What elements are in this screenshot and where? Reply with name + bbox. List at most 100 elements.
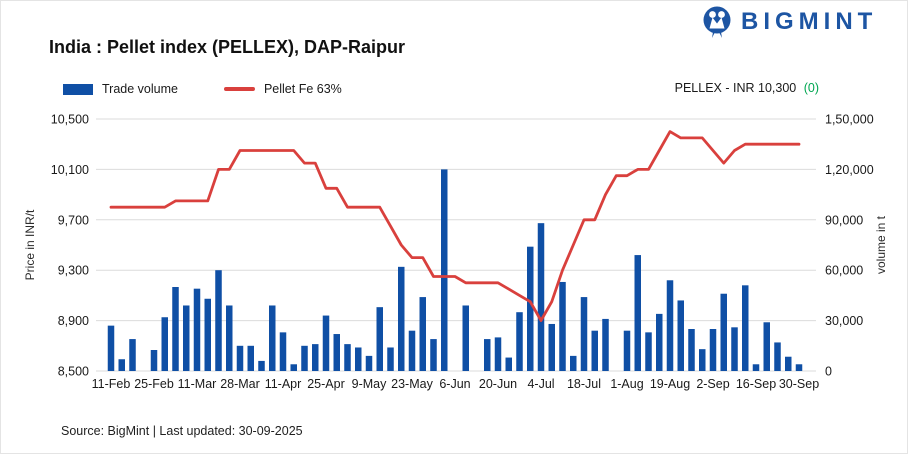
volume-bar bbox=[527, 246, 534, 371]
volume-bar bbox=[494, 337, 502, 371]
volume-bar bbox=[795, 364, 803, 371]
volume-bar bbox=[312, 344, 319, 371]
trade-volume-legend-swatch bbox=[63, 83, 93, 95]
volume-bar bbox=[193, 288, 201, 371]
volume-bar bbox=[301, 345, 308, 371]
legend: Trade volume Pellet Fe 63% bbox=[63, 82, 342, 96]
volume-bar bbox=[570, 355, 577, 371]
right-axis-tick: 30,000 bbox=[825, 314, 863, 328]
brand: BIGMINT bbox=[702, 5, 877, 39]
ticker-change-value: (0) bbox=[803, 81, 819, 95]
x-axis-tick: 16-Sep bbox=[736, 377, 776, 391]
volume-bar bbox=[763, 322, 770, 371]
x-axis-tick: 9-May bbox=[352, 377, 387, 391]
volume-bar bbox=[677, 300, 684, 371]
volume-bar bbox=[408, 330, 416, 371]
page-title: India : Pellet index (PELLEX), DAP-Raipu… bbox=[49, 37, 406, 57]
right-axis-tick: 0 bbox=[825, 365, 832, 379]
volume-bar bbox=[580, 297, 588, 371]
left-axis-tick: 8,500 bbox=[58, 365, 89, 379]
source-note: Source: BigMint | Last updated: 30-09-20… bbox=[61, 424, 303, 438]
volume-bar bbox=[505, 357, 512, 371]
x-axis-tick: 11-Apr bbox=[265, 377, 302, 391]
volume-bar bbox=[752, 364, 760, 371]
brand-name: BIGMINT bbox=[741, 8, 878, 35]
volume-bar bbox=[602, 318, 609, 371]
bigmint-logo-icon bbox=[703, 6, 731, 38]
volume-bar bbox=[107, 325, 115, 371]
x-axis-tick: 25-Apr bbox=[307, 377, 345, 391]
volume-bar bbox=[645, 332, 652, 371]
volume-bar bbox=[355, 347, 362, 371]
volume-bar bbox=[441, 169, 448, 371]
x-axis-tick: 2-Sep bbox=[696, 377, 729, 391]
volume-bar bbox=[537, 223, 545, 371]
volume-bar bbox=[731, 327, 738, 371]
left-axis-tick: 10,500 bbox=[51, 113, 89, 127]
volume-bar bbox=[365, 355, 373, 371]
volume-bar bbox=[118, 359, 125, 371]
left-axis-tick: 10,100 bbox=[51, 163, 89, 177]
volume-bar bbox=[462, 305, 469, 371]
volume-bar bbox=[269, 305, 276, 371]
right-axis-tick: 1,50,000 bbox=[825, 113, 874, 127]
volume-bar bbox=[430, 339, 437, 371]
volume-bar bbox=[591, 330, 598, 371]
volume-bar bbox=[150, 350, 158, 371]
volume-bar bbox=[548, 323, 555, 371]
x-axis-tick: 23-May bbox=[391, 377, 433, 391]
x-axis-tick: 28-Mar bbox=[220, 377, 260, 391]
trade-volume-legend-label: Trade volume bbox=[102, 82, 178, 96]
volume-bar bbox=[742, 285, 749, 371]
volume-bar bbox=[709, 329, 717, 371]
volume-bar bbox=[247, 345, 254, 371]
volume-bar bbox=[204, 298, 211, 371]
x-axis-tick: 6-Jun bbox=[439, 377, 470, 391]
volume-bar bbox=[215, 270, 222, 371]
x-axis-tick: 30-Sep bbox=[779, 377, 819, 391]
right-axis-tick: 90,000 bbox=[825, 213, 863, 227]
volume-bar bbox=[656, 313, 663, 371]
volume-bar bbox=[387, 347, 394, 371]
x-axis-tick: 20-Jun bbox=[479, 377, 517, 391]
volume-bar bbox=[699, 349, 706, 371]
volume-bar bbox=[258, 360, 265, 371]
right-axis-tick: 60,000 bbox=[825, 264, 863, 278]
volume-bar bbox=[236, 345, 244, 371]
left-axis-tick: 9,300 bbox=[58, 264, 89, 278]
volume-bar bbox=[376, 307, 383, 371]
pellex-price-ticker: PELLEX - INR 10,300 (0) bbox=[675, 81, 819, 95]
x-axis-tick: 1-Aug bbox=[610, 377, 643, 391]
volume-bar bbox=[172, 287, 179, 371]
left-axis-tick: 8,900 bbox=[58, 314, 89, 328]
volume-bar bbox=[785, 356, 792, 371]
x-axis-tick: 11-Feb bbox=[92, 377, 131, 391]
volume-bar bbox=[161, 317, 168, 371]
x-axis-tick: 18-Jul bbox=[567, 377, 601, 391]
volume-bar bbox=[398, 266, 405, 371]
volume-bar bbox=[333, 334, 340, 371]
left-axis-tick: 9,700 bbox=[58, 213, 89, 227]
volume-bar bbox=[290, 364, 297, 371]
volume-bar bbox=[183, 305, 190, 371]
x-axis-tick: 11-Mar bbox=[178, 377, 217, 391]
volume-bar bbox=[688, 329, 695, 371]
right-axis-tick: 1,20,000 bbox=[825, 163, 874, 177]
volume-bar bbox=[344, 344, 351, 371]
volume-bar bbox=[226, 305, 233, 371]
volume-bar bbox=[279, 332, 287, 371]
volume-bar bbox=[634, 255, 641, 371]
ticker-text: PELLEX - INR 10,300 bbox=[674, 81, 797, 95]
volume-bar bbox=[720, 293, 727, 371]
pellet-fe-legend-swatch bbox=[223, 87, 255, 91]
volume-bar bbox=[322, 315, 330, 371]
volume-bar bbox=[516, 312, 523, 371]
volume-bar bbox=[623, 330, 631, 371]
pellet-fe-legend-label: Pellet Fe 63% bbox=[263, 82, 342, 96]
x-axis-tick: 4-Jul bbox=[527, 377, 554, 391]
volume-bar bbox=[559, 281, 566, 371]
volume-bar bbox=[774, 342, 781, 371]
volume-bar bbox=[666, 280, 674, 371]
